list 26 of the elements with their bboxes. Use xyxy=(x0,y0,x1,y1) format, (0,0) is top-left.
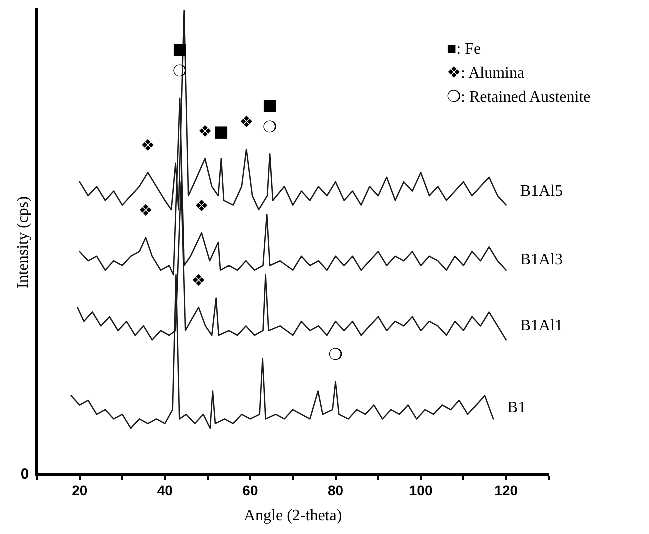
x-tick-label: 60 xyxy=(242,482,258,498)
annotation: ❖ xyxy=(192,270,206,290)
annotation: ❖ xyxy=(140,136,156,155)
x-tick-label: 40 xyxy=(157,482,174,498)
annotation: ❖: Alumina xyxy=(447,64,526,84)
series-label: B1Al1 xyxy=(520,317,564,334)
annotation: ■ xyxy=(214,122,230,141)
annotation: ■ xyxy=(262,95,278,114)
annotation: ■: Fe xyxy=(447,40,482,60)
x-tick-label: 20 xyxy=(72,482,88,498)
text: 0 xyxy=(20,466,30,484)
annotation: ❖ xyxy=(138,201,154,220)
annotation: ❖ xyxy=(198,122,212,141)
series-label: B1 xyxy=(508,399,526,416)
x-tick-label: 120 xyxy=(494,482,518,498)
annotation: ❖ xyxy=(194,196,209,216)
annotation: ❍: Retained Austenite xyxy=(447,88,591,108)
annotation: ❍ xyxy=(328,345,343,364)
series-label: B1Al5 xyxy=(520,183,564,200)
x-tick-label: 80 xyxy=(328,482,344,498)
x-axis-title: Angle (2-theta) xyxy=(244,508,342,525)
series-label: B1Al3 xyxy=(520,252,564,269)
y-axis-title: Intensity (cps) xyxy=(14,196,32,288)
annotation: ❖ xyxy=(239,112,254,132)
annotation: ❍ xyxy=(262,117,278,136)
x-tick-label: 100 xyxy=(409,482,433,498)
